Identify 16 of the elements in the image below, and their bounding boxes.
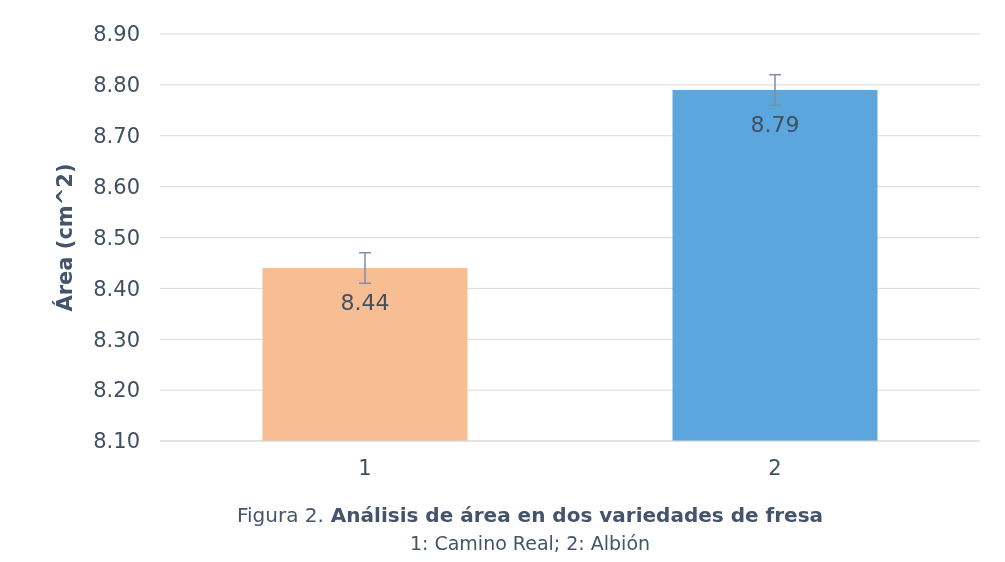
y-tick-label: 8.30	[93, 327, 140, 352]
y-tick-label: 8.20	[93, 378, 140, 403]
y-tick-label: 8.80	[93, 73, 140, 98]
y-tick-label: 8.70	[93, 124, 140, 149]
x-tick-label: 1	[358, 456, 372, 480]
x-tick-label: 2	[768, 456, 782, 480]
data-label: 8.79	[750, 111, 800, 137]
y-tick-label: 8.10	[93, 429, 140, 454]
text: Figura 2. Análisis de área en dos variedades de fresa	[236, 503, 824, 527]
y-tick-label: 8.50	[93, 225, 140, 250]
y-axis-title: Área (cm^2)	[52, 163, 77, 312]
data-label: 8.44	[340, 290, 390, 316]
y-tick-label: 8.40	[93, 276, 140, 301]
y-tick-label: 8.60	[93, 174, 140, 199]
text: 1: Camino Real; 2: Albión	[409, 532, 651, 554]
y-tick-label: 8.90	[93, 22, 140, 47]
